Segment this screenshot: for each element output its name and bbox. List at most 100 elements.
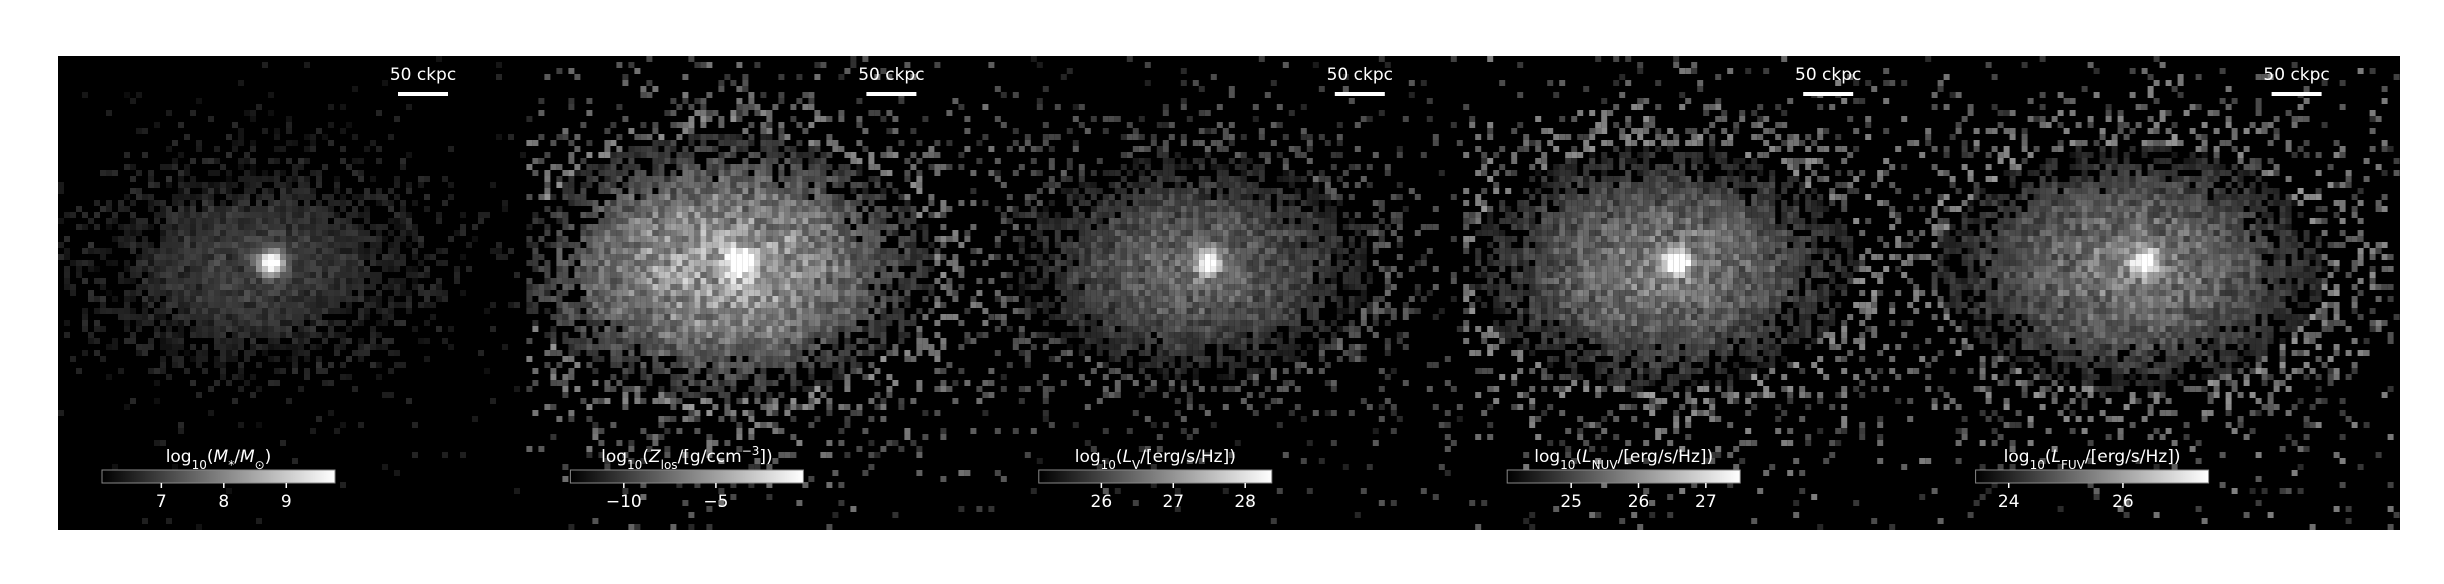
pixel (1198, 212, 1205, 218)
pixel (622, 356, 629, 362)
pixel (232, 224, 238, 230)
pixel (310, 272, 316, 278)
pixel (880, 248, 887, 254)
pixel (748, 152, 755, 158)
pixel (1276, 206, 1283, 212)
pixel (574, 338, 581, 344)
pixel (718, 290, 725, 296)
pixel (760, 230, 767, 236)
pixel (364, 350, 370, 356)
pixel (376, 290, 382, 296)
pixel (664, 302, 671, 308)
pixel (970, 200, 977, 206)
pixel (874, 308, 881, 314)
pixel (868, 350, 875, 356)
pixel (748, 224, 755, 230)
pixel (574, 164, 581, 170)
pixel (322, 338, 328, 344)
pixel (310, 314, 316, 320)
pixel (844, 416, 851, 422)
pixel (574, 254, 581, 260)
pixel (550, 434, 557, 440)
pixel (214, 254, 220, 260)
pixel (316, 368, 322, 374)
pixel (796, 290, 803, 296)
pixel (1378, 56, 1385, 62)
pixel (184, 170, 190, 176)
pixel (766, 164, 773, 170)
pixel (526, 194, 533, 200)
pixel (580, 278, 587, 284)
pixel (568, 140, 575, 146)
pixel (328, 266, 334, 272)
pixel (1270, 122, 1277, 128)
pixel (532, 320, 539, 326)
pixel (220, 182, 226, 188)
pixel (412, 272, 418, 278)
pixel (760, 164, 767, 170)
pixel (1138, 236, 1145, 242)
pixel (910, 254, 917, 260)
pixel (628, 446, 635, 452)
pixel (748, 98, 755, 104)
pixel (706, 452, 713, 458)
pixel (400, 236, 406, 242)
pixel (1258, 218, 1265, 224)
pixel (1132, 158, 1139, 164)
pixel (1066, 200, 1073, 206)
pixel (340, 374, 346, 380)
pixel (592, 200, 599, 206)
pixel (712, 194, 719, 200)
pixel (142, 344, 148, 350)
pixel (142, 218, 148, 224)
pixel (340, 290, 346, 296)
pixel (832, 248, 839, 254)
pixel (628, 254, 635, 260)
pixel (508, 302, 514, 308)
pixel (628, 278, 635, 284)
pixel (568, 194, 575, 200)
pixel (238, 278, 244, 284)
pixel (700, 314, 707, 320)
pixel (1270, 140, 1277, 146)
pixel (1330, 218, 1337, 224)
pixel (868, 290, 875, 296)
pixel (706, 398, 713, 404)
pixel (670, 236, 677, 242)
pixel (334, 308, 340, 314)
pixel (730, 170, 737, 176)
pixel (1216, 200, 1223, 206)
pixel (496, 248, 502, 254)
pixel (778, 272, 785, 278)
pixel (70, 290, 76, 296)
pixel (346, 338, 352, 344)
pixel (226, 224, 232, 230)
pixel (688, 308, 695, 314)
pixel (688, 254, 695, 260)
pixel (658, 344, 665, 350)
pixel (754, 392, 761, 398)
pixel (664, 176, 671, 182)
pixel (292, 230, 298, 236)
pixel (1234, 200, 1241, 206)
pixel (244, 200, 250, 206)
pixel (1144, 212, 1151, 218)
pixel (1000, 218, 1007, 224)
pixel (670, 320, 677, 326)
pixel (904, 242, 911, 248)
pixel (706, 146, 713, 152)
pixel (766, 398, 773, 404)
pixel (766, 266, 773, 272)
pixel (580, 182, 587, 188)
pixel (1390, 218, 1397, 224)
pixel (196, 194, 202, 200)
pixel (1078, 218, 1085, 224)
pixel (748, 338, 755, 344)
pixel (574, 242, 581, 248)
pixel (1282, 176, 1289, 182)
pixel (1348, 98, 1355, 104)
pixel (1090, 212, 1097, 218)
pixel (304, 218, 310, 224)
pixel (1300, 176, 1307, 182)
pixel (676, 104, 683, 110)
